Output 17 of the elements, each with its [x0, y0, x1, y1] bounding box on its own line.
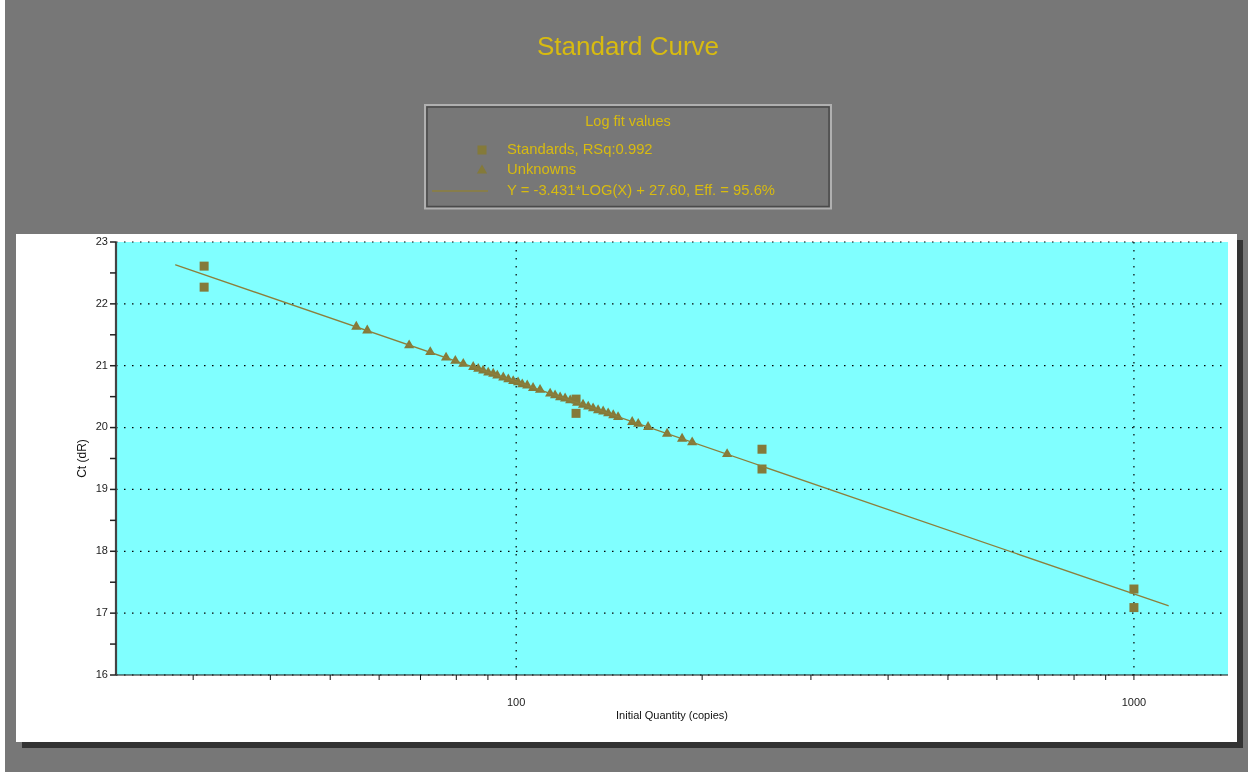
y-tick-label: 19 [95, 482, 108, 495]
y-tick-label: 22 [95, 296, 108, 309]
legend-label: Y = -3.431*LOG(X) + 27.60, Eff. = 95.6% [507, 181, 776, 198]
y-tick-label: 21 [95, 358, 108, 371]
x-axis-title: Initial Quantity (copies) [616, 708, 728, 721]
x-tick-label: 1000 [1121, 695, 1147, 708]
x-tick-label: 100 [507, 695, 526, 708]
y-tick-label: 18 [95, 544, 108, 557]
y-tick-label: 23 [95, 234, 108, 247]
legend-label: Unknowns [507, 161, 577, 178]
y-tick-label: 17 [95, 606, 108, 619]
y-tick-label: 20 [95, 420, 108, 433]
chart-title: Standard Curve [536, 30, 720, 61]
y-tick-label: 16 [95, 667, 108, 680]
legend-label: Standards, RSq:0.992 [507, 140, 653, 157]
legend-title: Log fit values [585, 112, 671, 129]
y-axis-title: Ct (dR) [75, 439, 90, 478]
